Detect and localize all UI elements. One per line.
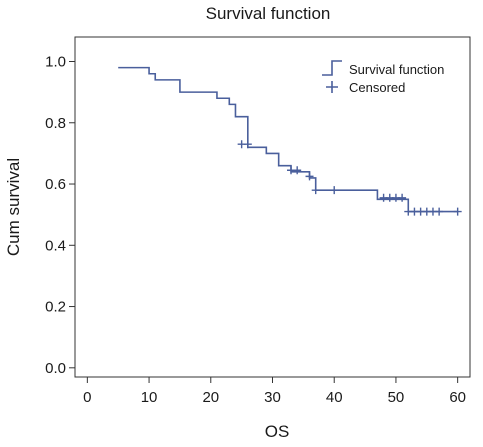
x-tick-label: 10: [141, 389, 158, 406]
y-tick-label: 0.6: [45, 176, 66, 193]
chart-title: Survival function: [206, 4, 331, 23]
y-tick-label: 1.0: [45, 54, 66, 71]
y-axis: 0.0 0.2 0.4 0.6 0.8 1.0: [45, 54, 75, 377]
x-tick-label: 0: [83, 389, 91, 406]
censored-marker: [305, 172, 314, 181]
x-tick-label: 40: [326, 389, 343, 406]
legend-censored-swatch: [326, 81, 338, 93]
legend-step-swatch: [322, 60, 342, 76]
censored-marker: [293, 166, 302, 175]
x-axis-title: OS: [265, 422, 290, 441]
x-tick-label: 50: [388, 389, 405, 406]
censored-marker: [311, 186, 320, 195]
y-tick-label: 0.0: [45, 360, 66, 377]
survival-step-line: [118, 66, 458, 213]
legend-label-survival: Survival function: [349, 62, 444, 77]
x-tick-label: 20: [202, 389, 219, 406]
censored-marker: [243, 140, 252, 149]
censored-marker: [453, 207, 462, 216]
series-layer: [118, 66, 462, 216]
legend: Survival function Censored: [322, 60, 444, 95]
y-tick-label: 0.2: [45, 299, 66, 316]
y-tick-label: 0.8: [45, 115, 66, 132]
x-axis: 0 10 20 30 40 50 60: [83, 377, 466, 406]
plot-frame: [74, 36, 471, 378]
legend-label-censored: Censored: [349, 80, 405, 95]
censored-marker: [435, 207, 444, 216]
censored-marker: [398, 193, 407, 202]
censored-marker: [330, 186, 339, 195]
y-tick-label: 0.4: [45, 237, 66, 254]
x-tick-label: 60: [449, 389, 466, 406]
y-axis-title: Cum survival: [4, 158, 23, 256]
x-tick-label: 30: [264, 389, 281, 406]
